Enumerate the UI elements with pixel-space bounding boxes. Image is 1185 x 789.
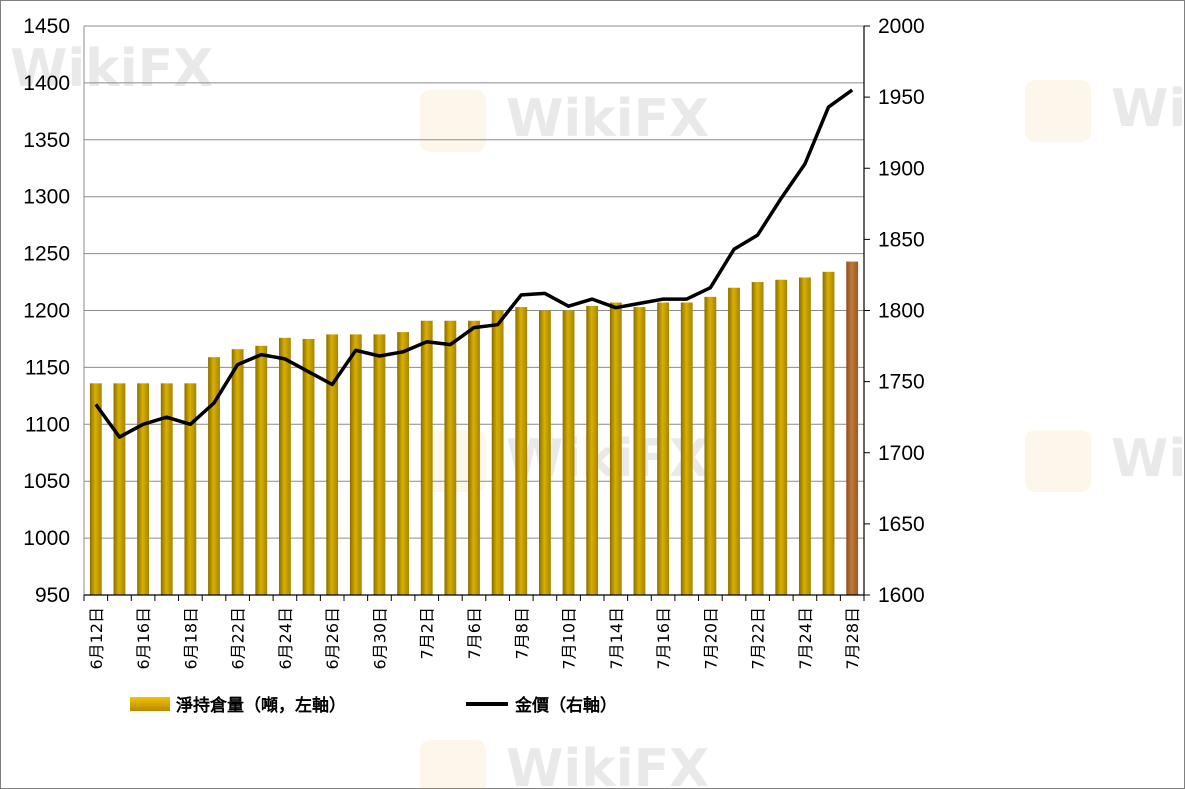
left-tick-label: 1350 <box>23 129 70 152</box>
bar <box>255 345 268 595</box>
bar-series <box>89 261 859 595</box>
bar <box>279 337 291 595</box>
left-tick-label: 1400 <box>23 72 70 95</box>
x-tick-label: 7月22日 <box>749 607 768 670</box>
svg-text:WikiFX: WikiFX <box>10 39 213 99</box>
right-tick-label: 1750 <box>878 371 925 394</box>
bar <box>704 296 717 595</box>
right-axis-labels: 1600 1650 1700 1750 1800 1850 1900 1950 2000 <box>878 15 925 607</box>
bar <box>444 320 457 595</box>
right-tick-label: 1950 <box>878 86 925 109</box>
bar <box>539 310 551 595</box>
left-tick-label: 1450 <box>23 15 70 38</box>
x-tick-label: 6月30日 <box>371 607 390 670</box>
line-series <box>94 88 854 439</box>
x-tick-label: 7月16日 <box>654 607 673 670</box>
bar <box>231 349 244 595</box>
x-tick-label: 6月12日 <box>87 607 106 670</box>
bar <box>208 357 220 595</box>
svg-text:WikiFX: WikiFX <box>1111 79 1185 139</box>
x-tick-label: 7月6日 <box>465 607 484 659</box>
bar <box>491 310 504 595</box>
bar <box>397 332 409 595</box>
axes <box>83 25 870 601</box>
bar <box>420 320 433 595</box>
right-tick-label: 1700 <box>878 442 925 465</box>
bar <box>633 307 646 595</box>
bar <box>184 383 197 595</box>
watermark: WikiFX <box>10 39 213 99</box>
x-tick-label: 7月28日 <box>843 607 862 670</box>
left-tick-label: 1150 <box>25 356 70 379</box>
bar <box>113 383 126 595</box>
bar <box>846 261 859 595</box>
watermark: WikiFX <box>1025 79 1185 142</box>
left-tick-label: 1250 <box>23 243 70 266</box>
x-tick-label: 6月18日 <box>181 607 200 670</box>
bar <box>302 338 315 595</box>
svg-text:WikiFX: WikiFX <box>506 89 709 149</box>
legend-bar-label: 淨持倉量（噸，左軸） <box>176 695 346 716</box>
bar <box>609 302 622 595</box>
bar <box>137 383 149 595</box>
svg-text:WikiFX: WikiFX <box>506 429 709 489</box>
x-tick-label: 6月24日 <box>276 607 295 670</box>
x-tick-label: 7月20日 <box>701 607 720 670</box>
x-axis-labels: 6月12日 6月16日 6月18日 6月22日 6月24日 6月26日 6月30日 7月2日 7… <box>87 607 862 670</box>
svg-text:WikiFX: WikiFX <box>506 739 709 789</box>
left-tick-label: 1000 <box>23 527 70 550</box>
bar <box>657 302 669 595</box>
bar <box>326 334 339 595</box>
bar <box>775 279 788 595</box>
right-tick-label: 2000 <box>878 15 925 38</box>
legend: 淨持倉量（噸，左軸） 金價（右軸） <box>130 695 617 716</box>
x-tick-label: 6月26日 <box>323 607 342 670</box>
bar <box>373 334 386 595</box>
left-tick-label: 1100 <box>25 413 70 436</box>
bar <box>515 307 528 595</box>
watermark: WikiFX <box>1025 429 1185 492</box>
x-tick-label: 6月16日 <box>134 607 153 670</box>
bar <box>799 277 811 595</box>
svg-text:WikiFX: WikiFX <box>1111 429 1185 489</box>
bar <box>751 282 764 595</box>
watermark: WikiFX <box>420 89 709 152</box>
right-tick-label: 1900 <box>878 157 925 180</box>
right-tick-label: 1800 <box>878 300 925 323</box>
x-tick-label: 7月2日 <box>418 607 437 659</box>
left-tick-label: 1300 <box>23 186 70 209</box>
bar <box>680 302 693 595</box>
x-tick-label: 7月10日 <box>560 607 579 670</box>
bar <box>160 383 173 595</box>
left-tick-label: 1200 <box>23 300 70 323</box>
bar <box>586 305 599 595</box>
bar <box>822 271 835 595</box>
gold-price-line <box>94 88 854 439</box>
left-tick-label: 1050 <box>23 470 70 493</box>
right-tick-label: 1600 <box>878 584 925 607</box>
right-tick-label: 1850 <box>878 228 925 251</box>
legend-bar-swatch <box>130 697 170 711</box>
right-tick-label: 1650 <box>878 513 925 536</box>
bar <box>468 320 480 595</box>
left-axis-labels: 950 1000 1050 1100 1150 1200 1250 1300 1350 1400 1… <box>23 15 70 607</box>
bar <box>349 334 362 595</box>
watermark: WikiFX <box>420 739 709 789</box>
left-tick-label: 950 <box>35 584 70 607</box>
x-tick-label: 7月14日 <box>607 607 626 670</box>
x-tick-label: 6月22日 <box>229 607 248 670</box>
x-tick-label: 7月8日 <box>512 607 531 659</box>
legend-line-label: 金價（右軸） <box>514 695 617 716</box>
x-tick-label: 7月24日 <box>796 607 815 670</box>
bar <box>562 310 575 595</box>
bar <box>89 383 102 595</box>
bar <box>728 287 740 595</box>
